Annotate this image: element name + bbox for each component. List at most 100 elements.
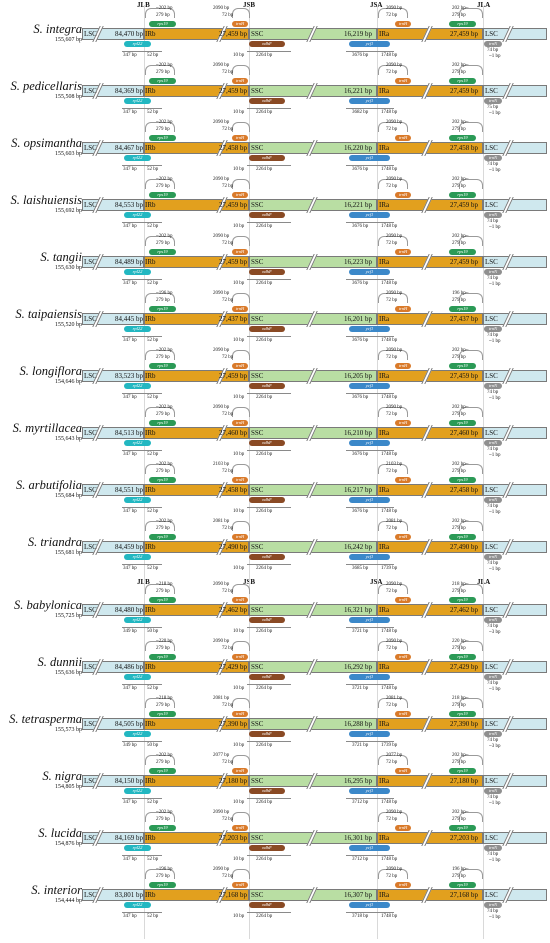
rpl22-right-value: 52 bp bbox=[147, 800, 159, 805]
trnH-upper-value: 2081 bp bbox=[213, 696, 230, 701]
rps19-upper-value: ~202 bp bbox=[156, 6, 173, 11]
ndhF-right-value: 2264 bp bbox=[256, 281, 273, 286]
lsc-length: 84,489 bp bbox=[115, 258, 143, 266]
ira-upper-value: 2077 bp bbox=[386, 753, 403, 758]
rpl22-gene: rpl22 bbox=[124, 731, 151, 737]
dim-line bbox=[346, 684, 394, 685]
span-arc bbox=[232, 122, 250, 132]
trnN-gene: trnN bbox=[484, 845, 502, 851]
ycf1-left-value: 3676 bp bbox=[352, 281, 369, 286]
ycf1-gene: ycf1 bbox=[349, 617, 390, 623]
irb-length: 27,459 bp bbox=[219, 30, 247, 38]
lsc-segment-right bbox=[483, 604, 547, 616]
rps19-gene-right: rps19 bbox=[449, 78, 476, 84]
ycf1-gene: ycf1 bbox=[349, 788, 390, 794]
jla-lower-value: 279 bp bbox=[452, 874, 466, 879]
genome-length: 154,444 bp bbox=[55, 898, 82, 904]
lsc-segment-right bbox=[483, 541, 547, 553]
trnH-upper-value: 2090 bp bbox=[213, 348, 230, 353]
trnN-lower-value: ~1 bp bbox=[489, 567, 501, 572]
rps19-gene-right: rps19 bbox=[449, 768, 476, 774]
trnH-gene-left: trnH bbox=[232, 363, 248, 369]
ndhF-right-value: 2264 bp bbox=[256, 914, 273, 919]
ira-lower-value: 72 bp bbox=[386, 241, 398, 246]
ycf1-gene: ycf1 bbox=[349, 155, 390, 161]
trnH-gene-right: trnH bbox=[395, 654, 411, 660]
rpl22-gene: rpl22 bbox=[124, 383, 151, 389]
rpl22-left-value: 349 bp bbox=[123, 743, 137, 748]
genome-length: 154,805 bp bbox=[55, 784, 82, 790]
rpl22-right-value: 52 bp bbox=[147, 338, 159, 343]
genome-length: 155,603 bp bbox=[55, 151, 82, 157]
trnH-gene-right: trnH bbox=[395, 534, 411, 540]
trnN-upper-value: 74 bp bbox=[487, 162, 499, 167]
rps19-upper-value: ~202 bp bbox=[156, 405, 173, 410]
span-arc bbox=[145, 521, 175, 531]
lsc-length: 84,551 bp bbox=[115, 486, 143, 494]
rpl22-right-value: 52 bp bbox=[147, 167, 159, 172]
dim-line bbox=[346, 855, 394, 856]
ira-lower-value: 72 bp bbox=[386, 703, 398, 708]
rps19-lower-value: 279 bp bbox=[156, 589, 170, 594]
rps19-gene-right: rps19 bbox=[449, 21, 476, 27]
lsc-length: 84,513 bp bbox=[115, 429, 143, 437]
ira-upper-value: 2090 bp bbox=[386, 291, 403, 296]
dim-line bbox=[122, 279, 162, 280]
ira-lower-value: 72 bp bbox=[386, 589, 398, 594]
dim-line bbox=[122, 336, 162, 337]
species-name: S. pedicellaris bbox=[10, 79, 82, 93]
ira-label: IRa bbox=[379, 372, 390, 380]
rps19-upper-value: ~202 bp bbox=[156, 519, 173, 524]
dim-line bbox=[247, 450, 291, 451]
rpl22-gene: rpl22 bbox=[124, 788, 151, 794]
rpl22-right-value: 52 bp bbox=[147, 281, 159, 286]
ira-lower-value: 72 bp bbox=[386, 184, 398, 189]
rps19-gene: rps19 bbox=[149, 21, 176, 27]
rps19-gene-right: rps19 bbox=[449, 135, 476, 141]
irb-length: 27,437 bp bbox=[219, 315, 247, 323]
ycf1-left-value: 3718 bp bbox=[352, 914, 369, 919]
trnH-gene-right: trnH bbox=[395, 78, 411, 84]
jla-lower-value: 279 bp bbox=[452, 13, 466, 18]
lsc-length: 84,470 bp bbox=[115, 30, 143, 38]
ira-lower-value: 72 bp bbox=[386, 412, 398, 417]
rps19-upper-value: ~202 bp bbox=[156, 177, 173, 182]
span-arc bbox=[378, 407, 408, 417]
trnH-gene-right: trnH bbox=[395, 306, 411, 312]
header-jsb: JSB bbox=[243, 1, 256, 9]
trnH-gene-left: trnH bbox=[232, 654, 248, 660]
lsc-label-right: LSC bbox=[485, 663, 498, 671]
trnH-gene-left: trnH bbox=[232, 21, 248, 27]
span-arc bbox=[232, 755, 250, 765]
ycf1-gene: ycf1 bbox=[349, 212, 390, 218]
rpl22-left-value: 347 bp bbox=[123, 686, 137, 691]
trnH-gene-right: trnH bbox=[395, 882, 411, 888]
ndhF-right-value: 2264 bp bbox=[256, 509, 273, 514]
ira-lower-value: 72 bp bbox=[386, 127, 398, 132]
ssc-label: SSC bbox=[251, 429, 264, 437]
trnN-gene: trnN bbox=[484, 617, 502, 623]
span-arc bbox=[459, 236, 483, 246]
span-arc bbox=[378, 521, 408, 531]
rps19-gene-right: rps19 bbox=[449, 882, 476, 888]
lsc-label: LSC bbox=[84, 720, 97, 728]
dim-line bbox=[346, 165, 394, 166]
ira-lower-value: 72 bp bbox=[386, 817, 398, 822]
trnN-gene: trnN bbox=[484, 554, 502, 560]
jla-guide-line bbox=[483, 6, 484, 939]
jla-lower-value: 279 bp bbox=[452, 412, 466, 417]
ycf1-left-value: 3676 bp bbox=[352, 224, 369, 229]
trnN-upper-value: 74 bp bbox=[487, 681, 499, 686]
irb-label: IRb bbox=[145, 834, 156, 842]
ycf1-right-value: 1748 bp bbox=[381, 452, 398, 457]
trnN-gene: trnN bbox=[484, 41, 502, 47]
span-arc bbox=[459, 179, 483, 189]
trnH-gene-right: trnH bbox=[395, 135, 411, 141]
ssc-length: 16,221 bp bbox=[344, 87, 372, 95]
ira-upper-value: 2090 bp bbox=[386, 234, 403, 239]
species-label: S. lucida 154,876 bp bbox=[2, 827, 82, 848]
jla-lower-value: 279 bp bbox=[452, 703, 466, 708]
lsc-label-right: LSC bbox=[485, 777, 498, 785]
span-arc bbox=[459, 812, 483, 822]
lsc-segment-right bbox=[483, 427, 547, 439]
